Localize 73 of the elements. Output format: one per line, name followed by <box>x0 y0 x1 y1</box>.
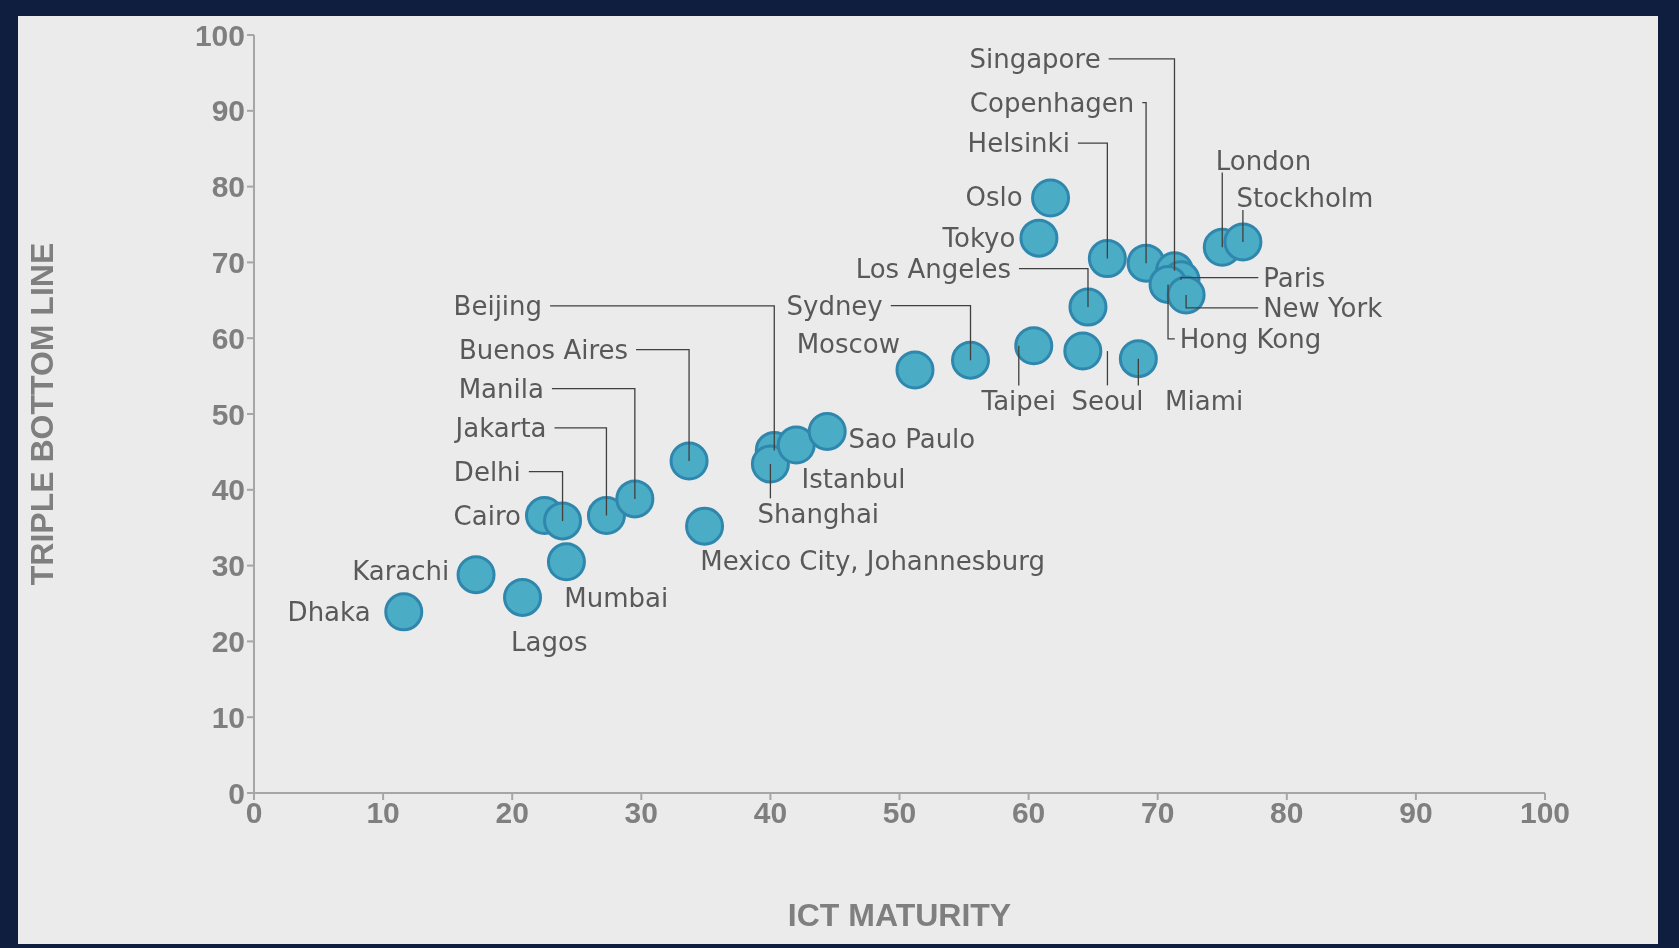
x-tick-label: 80 <box>1270 796 1304 830</box>
x-tick-label: 30 <box>624 796 658 830</box>
annotation: Sao Paulo <box>848 423 976 454</box>
point <box>586 496 626 536</box>
annotation: Singapore <box>969 43 1101 74</box>
point <box>1087 239 1127 279</box>
point <box>1118 339 1158 379</box>
x-tick-label: 20 <box>495 796 529 830</box>
point <box>669 441 709 481</box>
x-tick-label: 70 <box>1141 796 1175 830</box>
annotation: Dhaka <box>287 596 371 627</box>
point <box>1166 275 1206 315</box>
annotation: Karachi <box>352 556 450 587</box>
annotation: Delhi <box>453 456 521 487</box>
point <box>1063 331 1103 371</box>
annotation: Istanbul <box>801 464 906 495</box>
annotation: Beijing <box>453 290 543 321</box>
point <box>1223 222 1263 262</box>
annotation: Paris <box>1263 262 1326 293</box>
point <box>615 479 655 519</box>
annotation: Moscow <box>796 329 901 360</box>
y-tick-label: 80 <box>211 170 245 204</box>
x-tick-label: 100 <box>1519 796 1571 830</box>
annotation: Mexico City, Johannesburg <box>700 546 1046 577</box>
point <box>503 577 543 617</box>
y-tick-label: 70 <box>211 246 245 280</box>
annotation: Manila <box>458 373 544 404</box>
annotation: London <box>1215 145 1312 176</box>
x-tick-label: 60 <box>1011 796 1046 830</box>
point <box>776 425 816 465</box>
point <box>1068 287 1108 327</box>
y-tick-label: 90 <box>211 94 245 128</box>
x-tick-label: 40 <box>753 796 788 830</box>
annotation: Seoul <box>1071 386 1144 417</box>
point <box>1019 218 1059 258</box>
annotation: Cairo <box>453 500 521 531</box>
annotation: Tokyo <box>941 223 1016 254</box>
annotation: Oslo <box>965 181 1023 212</box>
y-tick-label: 20 <box>211 625 245 659</box>
x-axis-title: ICT MATURITY <box>787 897 1012 933</box>
annotation: Stockholm <box>1236 183 1374 214</box>
y-tick-label: 60 <box>211 321 245 355</box>
point <box>951 340 991 380</box>
point <box>543 501 583 541</box>
annotation: Lagos <box>511 627 588 658</box>
annotation: Shanghai <box>757 499 880 530</box>
annotation: Mumbai <box>564 583 669 614</box>
annotation: Sydney <box>786 290 883 321</box>
annotation: Los Angeles <box>855 253 1011 284</box>
annotation: New York <box>1263 292 1383 323</box>
point <box>685 506 725 546</box>
point <box>1031 178 1071 218</box>
point <box>456 555 496 595</box>
y-tick-label: 40 <box>211 473 245 507</box>
y-tick-label: 30 <box>211 549 245 583</box>
point <box>546 542 586 582</box>
point <box>1014 326 1054 366</box>
annotation: Taipei <box>980 386 1057 417</box>
y-tick-label: 100 <box>194 18 245 52</box>
annotation: Copenhagen <box>969 87 1135 118</box>
y-axis-title: TRIPLE BOTTOM LINE <box>24 242 61 586</box>
point <box>807 411 847 451</box>
y-tick-label: 50 <box>211 397 245 431</box>
x-tick-label: 90 <box>1399 796 1433 830</box>
annotation: Miami <box>1165 386 1244 417</box>
point <box>384 592 424 632</box>
y-tick-label: 10 <box>211 700 245 734</box>
annotation: Buenos Aires <box>458 334 629 365</box>
annotation: Jakarta <box>453 412 547 443</box>
x-tick-label: 50 <box>882 796 917 830</box>
x-tick-label: 10 <box>366 796 400 830</box>
annotation: Helsinki <box>967 128 1070 159</box>
annotation: Hong Kong <box>1179 323 1322 354</box>
